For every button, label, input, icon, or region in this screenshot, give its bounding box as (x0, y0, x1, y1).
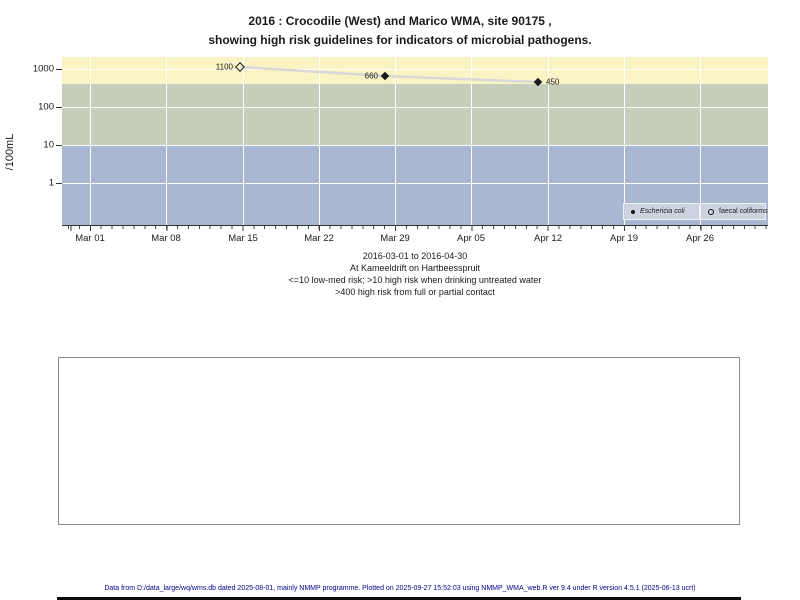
point-label-450: 450 (546, 77, 560, 87)
caption-site-location: At Kameeldrift on Hartbeesspruit (349, 263, 481, 273)
x-tick-label-apr19: Apr 19 (610, 233, 638, 244)
chart-title: 2016 : Crocodile (West) and Marico WMA, … (0, 12, 800, 50)
legend-label-ecoli: Eschericia coli (640, 208, 685, 215)
open-circle-marker-icon (708, 208, 714, 215)
gridline-v-mar29 (395, 57, 396, 225)
x-tick-label-mar29: Mar 29 (380, 233, 410, 244)
gridline-v-apr19 (624, 57, 625, 225)
gridline-v-apr12 (548, 57, 549, 225)
x-tick-label-mar08: Mar 08 (151, 233, 181, 244)
band-high-risk-contact (62, 57, 768, 84)
y-tick-label-1: 1 (48, 177, 54, 189)
x-tick-label-mar01: Mar 01 (75, 233, 105, 244)
y-tick-1000 (56, 69, 62, 70)
empty-secondary-panel (58, 357, 740, 525)
legend-label-faecal-coliforms: faecal coliforms (719, 208, 768, 215)
x-tick-label-mar22: Mar 22 (304, 233, 334, 244)
footer-provenance-text: Data from D:/data_large/wq/wms.db dated … (104, 585, 696, 592)
gridline-v-mar15 (243, 57, 244, 225)
x-tick-label-mar15: Mar 15 (228, 233, 258, 244)
point-label-1100: 1100 (215, 62, 233, 72)
caption-risk-guideline-contact: >400 high risk from full or partial cont… (335, 287, 495, 297)
plot-area: 1100 660 450 (62, 57, 768, 225)
y-tick-100 (56, 107, 62, 108)
x-tick-label-apr05: Apr 05 (457, 233, 485, 244)
filled-dot-marker-icon (631, 209, 635, 214)
gridline-v-mar01 (90, 57, 91, 225)
chart-title-line1: 2016 : Crocodile (West) and Marico WMA, … (248, 14, 552, 28)
x-axis-line (62, 225, 768, 226)
x-tick-label-apr12: Apr 12 (534, 233, 562, 244)
caption-risk-guideline-drinking: <=10 low-med risk; >10 high risk when dr… (288, 275, 542, 285)
legend-entry-ecoli: Eschericia coli (623, 203, 700, 220)
gridline-h-1 (62, 183, 768, 184)
x-tick-label-apr26: Apr 26 (686, 233, 714, 244)
y-tick-label-1000: 1000 (32, 63, 54, 75)
gridline-h-1000 (62, 69, 768, 70)
y-tick-label-10: 10 (43, 139, 54, 151)
chart-captions: 2016-03-01 to 2016-04-30 At Kameeldrift … (62, 250, 768, 298)
chart-title-line2: showing high risk guidelines for indicat… (208, 33, 592, 47)
y-tick-label-100: 100 (38, 101, 54, 113)
y-axis-title: /100mL (4, 133, 16, 171)
gridline-h-10 (62, 145, 768, 146)
x-axis-minor-ticks (62, 226, 768, 229)
gridline-v-mar22 (319, 57, 320, 225)
y-tick-10 (56, 145, 62, 146)
y-tick-1 (56, 183, 62, 184)
bottom-divider-bar (57, 597, 741, 600)
gridline-v-mar08 (166, 57, 167, 225)
band-high-risk-drinking (62, 84, 768, 145)
series-connecting-line (239, 65, 539, 84)
gridline-v-apr26 (700, 57, 701, 225)
gridline-h-100 (62, 107, 768, 108)
point-label-660: 660 (364, 71, 378, 81)
caption-date-range: 2016-03-01 to 2016-04-30 (362, 251, 468, 261)
gridline-v-apr05 (471, 57, 472, 225)
legend-entry-faecal-coliforms: faecal coliforms (700, 203, 768, 220)
